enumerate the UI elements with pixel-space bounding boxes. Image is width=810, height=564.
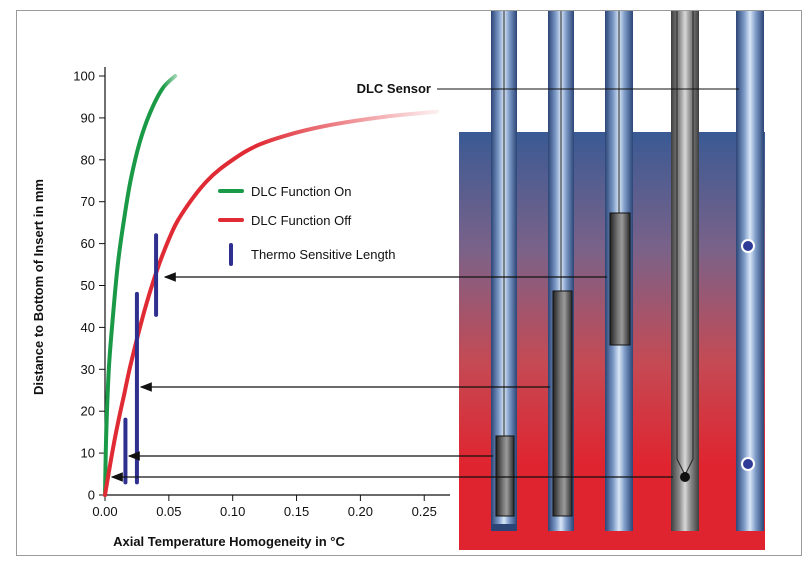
thermocouple-tip [680,472,690,482]
y-tick-label: 60 [81,236,95,251]
series-dlc-on-line [103,74,178,497]
x-tick-label: 0.15 [284,504,309,519]
thermo-insert-2 [552,290,573,517]
y-tick-label: 70 [81,194,95,209]
y-tick-label: 80 [81,152,95,167]
legend-label-thermo: Thermo Sensitive Length [251,247,396,262]
heating-block-illustration: DLC Sensor [357,11,765,550]
axes: 0 10 20 30 40 50 60 70 80 90 100 0.00 0.05 0.10 0.15 0… [31,67,450,549]
thermo-insert-3 [609,212,631,346]
x-tick-label: 0.00 [92,504,117,519]
y-tick-label: 50 [81,278,95,293]
y-tick-label: 10 [81,446,95,461]
legend-label-on: DLC Function On [251,184,351,199]
tube-2 [548,11,574,531]
tube-4-gray [671,11,699,531]
y-tick-label: 90 [81,110,95,125]
y-axis-label: Distance to Bottom of Insert in mm [31,179,46,395]
thermo-insert-1 [495,435,515,517]
dlc-sensor-point-lower [741,457,755,471]
x-tick-label: 0.10 [220,504,245,519]
tube-5-dlc [736,11,764,531]
legend: DLC Function On DLC Function Off Thermo … [218,184,396,266]
y-tick-label: 30 [81,362,95,377]
dlc-sensor-label: DLC Sensor [357,81,431,96]
chart-frame: DLC Sensor 0 10 20 30 40 50 60 70 80 90 100 0.00 0.… [16,10,802,556]
y-tick-label: 40 [81,320,95,335]
chart-svg: DLC Sensor 0 10 20 30 40 50 60 70 80 90 100 0.00 0.… [31,11,765,550]
tube-3 [605,11,633,531]
x-tick-label: 0.25 [412,504,437,519]
y-tick-label: 0 [88,488,95,503]
x-tick-label: 0.05 [156,504,181,519]
x-tick-label: 0.20 [348,504,373,519]
series-dlc-off-line [103,109,439,497]
y-tick-label: 20 [81,404,95,419]
callout-arrows [110,272,673,482]
legend-label-off: DLC Function Off [251,213,352,228]
dlc-sensor-point-upper [741,239,755,253]
y-tick-label: 100 [73,69,95,84]
tube-1 [491,11,517,531]
x-axis-label: Axial Temperature Homogeneity in °C [113,534,345,549]
